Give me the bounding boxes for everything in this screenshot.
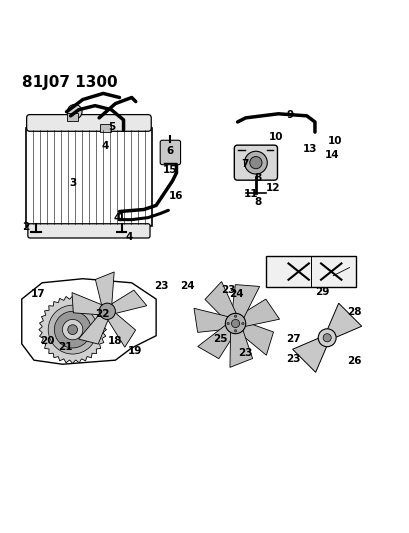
Polygon shape [229,323,252,367]
FancyBboxPatch shape [160,140,180,165]
Text: 4: 4 [101,141,109,151]
Polygon shape [79,309,110,344]
Circle shape [317,329,335,347]
Polygon shape [106,290,146,315]
Circle shape [322,334,330,342]
Circle shape [225,313,245,334]
Text: 19: 19 [128,346,142,356]
Polygon shape [233,299,279,328]
Text: 10: 10 [268,132,283,142]
Polygon shape [104,309,135,347]
Polygon shape [230,285,259,325]
Text: 20: 20 [40,336,54,345]
Text: 28: 28 [347,307,361,317]
Polygon shape [193,308,235,333]
Circle shape [249,157,261,169]
Text: 5: 5 [108,122,115,132]
Text: 2: 2 [22,222,29,232]
Text: 21: 21 [58,342,73,352]
Circle shape [241,322,243,325]
Text: 12: 12 [265,183,280,193]
Circle shape [62,319,83,340]
Text: 23: 23 [286,354,300,364]
Text: 24: 24 [229,289,243,299]
Text: 1: 1 [118,213,125,223]
FancyBboxPatch shape [99,124,111,132]
Text: 7: 7 [240,159,247,169]
Text: 6: 6 [166,146,173,156]
Text: 8: 8 [254,173,261,183]
Text: 24: 24 [180,281,195,290]
Text: 4: 4 [126,232,133,242]
Text: 10: 10 [327,136,342,146]
Circle shape [227,322,229,325]
Text: 17: 17 [31,289,45,299]
Circle shape [234,315,236,318]
Circle shape [67,325,77,335]
Text: 18: 18 [107,336,121,345]
Bar [265,256,355,287]
Text: 25: 25 [213,334,227,344]
Text: 27: 27 [286,334,300,344]
FancyBboxPatch shape [28,224,150,238]
Polygon shape [72,293,108,315]
Text: 9: 9 [286,110,293,119]
Text: 23: 23 [154,281,168,290]
Text: 15: 15 [163,165,177,175]
Circle shape [54,311,91,348]
Polygon shape [233,319,273,356]
Polygon shape [197,320,238,359]
FancyBboxPatch shape [27,115,151,131]
Circle shape [48,305,97,354]
Polygon shape [95,272,114,312]
Polygon shape [292,335,329,373]
Text: 13: 13 [302,144,316,154]
Circle shape [67,104,82,119]
Text: 16: 16 [168,191,182,201]
Circle shape [244,151,267,174]
Text: 8: 8 [254,197,261,207]
Text: 23: 23 [221,285,235,295]
Text: 4: 4 [113,213,121,223]
Text: 29: 29 [315,287,329,297]
Text: 11: 11 [243,189,257,199]
Text: 26: 26 [347,356,361,366]
Polygon shape [324,303,361,340]
Text: 22: 22 [95,309,109,319]
Circle shape [99,303,115,319]
Text: 23: 23 [237,348,252,358]
Text: 14: 14 [324,150,339,160]
Circle shape [234,329,236,332]
Circle shape [231,319,239,328]
FancyBboxPatch shape [234,145,277,180]
Polygon shape [39,296,106,364]
Text: 81J07 1300: 81J07 1300 [22,75,117,90]
Polygon shape [204,281,239,326]
Text: 3: 3 [69,177,76,188]
FancyBboxPatch shape [67,112,78,120]
